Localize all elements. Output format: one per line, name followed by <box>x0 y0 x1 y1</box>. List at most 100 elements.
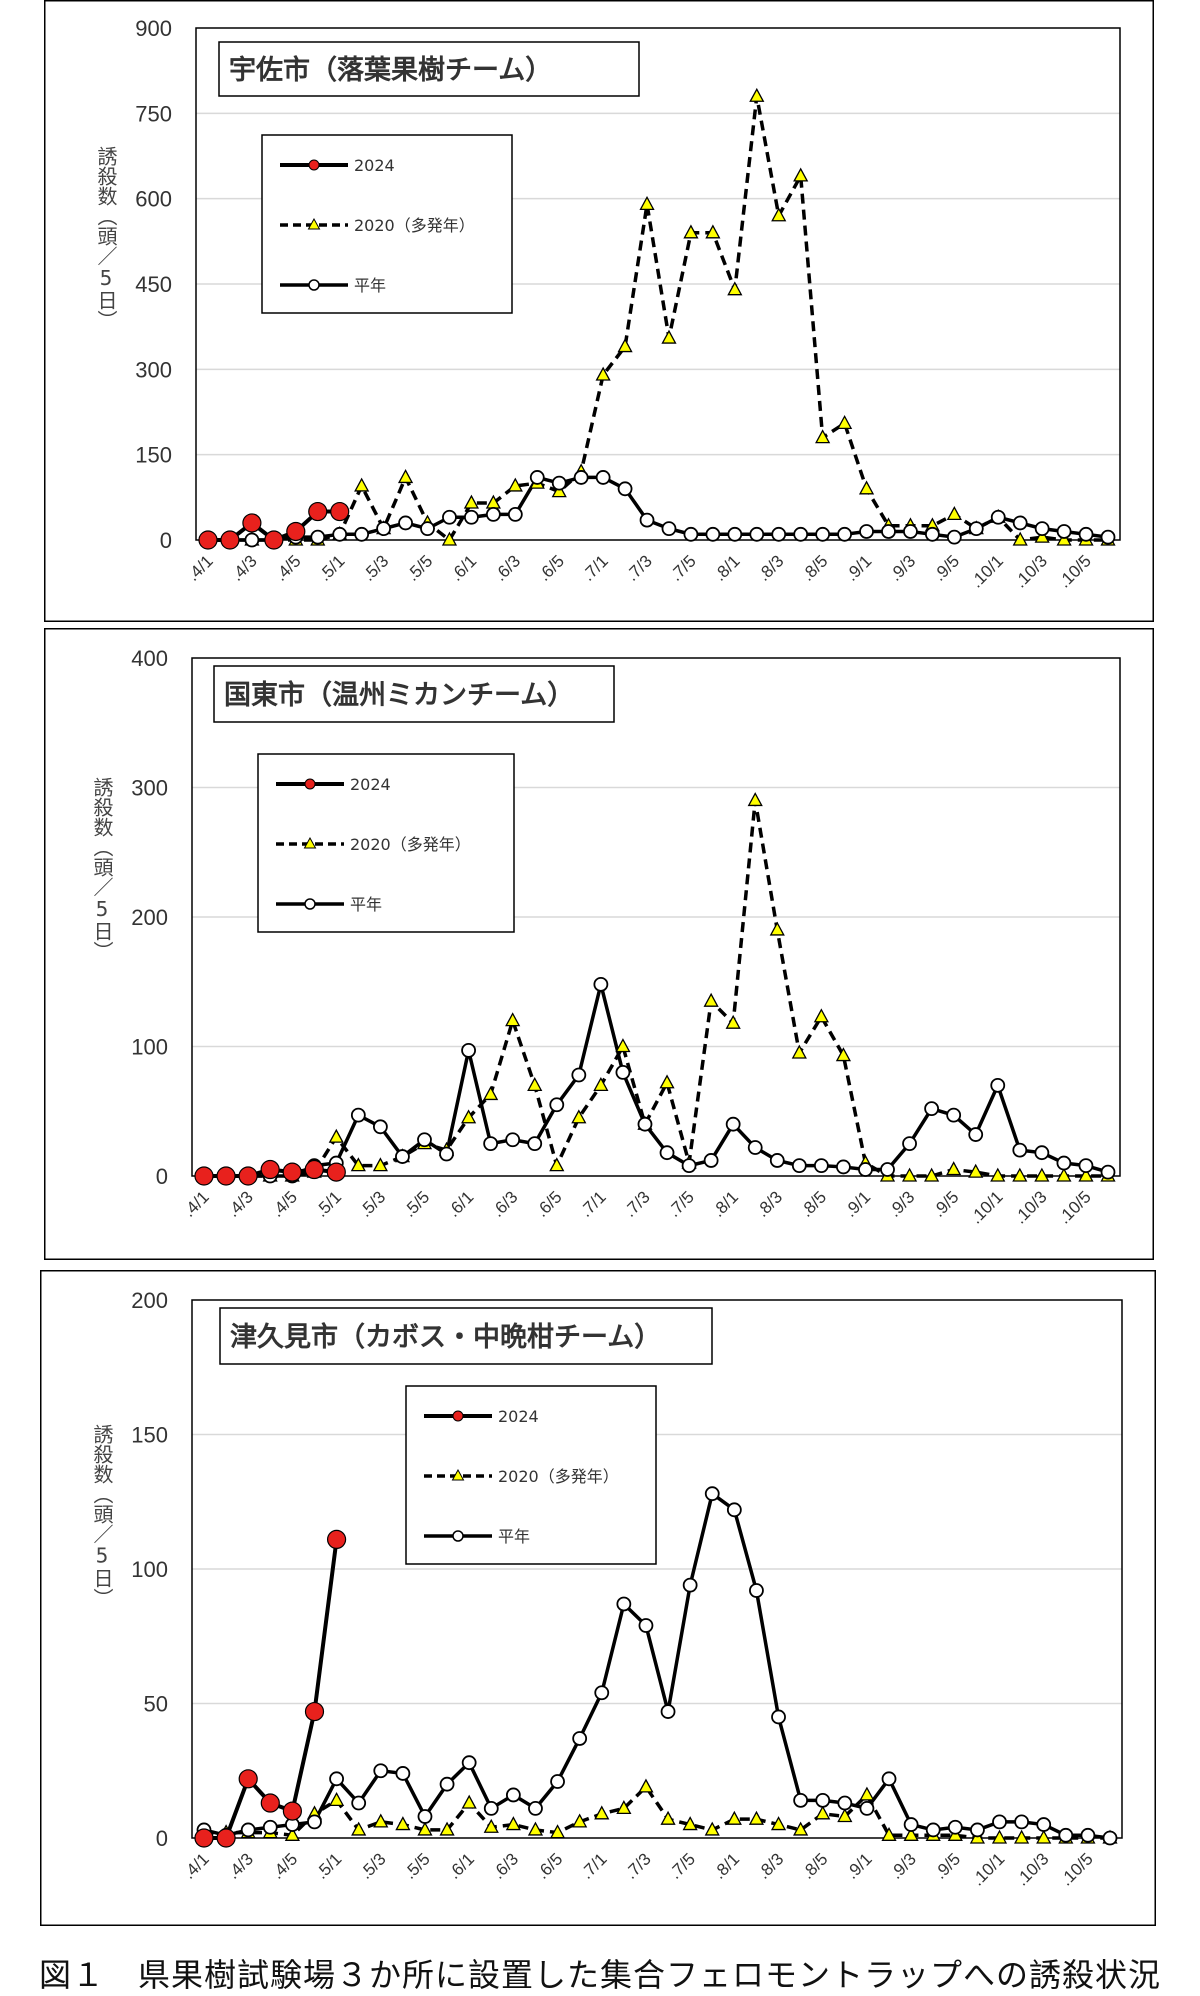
x-tick-label: .6/5 <box>533 1849 566 1882</box>
point-2020 <box>946 1161 962 1176</box>
point-avg <box>793 1792 809 1808</box>
point-avg <box>747 1140 763 1155</box>
point-avg <box>793 526 809 542</box>
point-2020 <box>791 1044 807 1059</box>
point-avg <box>990 1077 1006 1093</box>
point-avg <box>881 524 896 539</box>
point-avg <box>507 507 523 522</box>
point-2020 <box>328 1128 344 1143</box>
point-avg <box>417 1809 433 1824</box>
point-avg <box>659 1145 675 1161</box>
legend-label-y2020: 2020（多発年） <box>350 835 471 854</box>
x-tick-label: .4/5 <box>268 1849 301 1882</box>
point-avg <box>1012 515 1028 531</box>
point-2020 <box>990 1167 1006 1182</box>
point-avg <box>925 1822 941 1838</box>
x-tick-label: .8/3 <box>754 551 787 584</box>
point-2020 <box>397 469 414 484</box>
plot-frame <box>191 1299 1123 1839</box>
point-2020 <box>1012 531 1028 546</box>
point-2020 <box>1036 1829 1052 1844</box>
x-tick-label: .8/5 <box>798 1849 831 1882</box>
x-tick-label: .4/3 <box>223 1187 256 1220</box>
chart-title: 宇佐市（落葉果樹チーム） <box>229 54 552 86</box>
legend-marker-avg <box>304 898 316 910</box>
point-2020 <box>682 1816 698 1831</box>
legend-label-avg: 平年 <box>498 1527 530 1546</box>
point-avg <box>354 526 370 542</box>
chart-title: 国東市（温州ミカンチーム） <box>224 679 574 711</box>
x-tick-label: .4/3 <box>227 551 260 584</box>
point-2024 <box>308 501 328 522</box>
point-avg <box>551 475 567 491</box>
point-2020 <box>1034 528 1050 543</box>
legend-label-avg: 平年 <box>354 276 386 295</box>
point-avg <box>483 1801 499 1816</box>
point-avg <box>1100 1164 1116 1180</box>
point-avg <box>573 470 589 485</box>
point-2020 <box>417 1821 433 1836</box>
panel-border <box>44 0 1154 622</box>
point-2020 <box>660 1810 676 1825</box>
point-avg <box>398 515 413 531</box>
point-avg <box>244 532 260 548</box>
point-avg <box>550 1774 565 1789</box>
point-2020 <box>593 1076 609 1092</box>
y-tick-label: 200 <box>131 1288 168 1313</box>
point-avg <box>1034 521 1050 537</box>
x-tick-label: .4/1 <box>179 1849 212 1882</box>
x-tick-label: .10/1 <box>966 1187 1006 1227</box>
x-tick-label: .5/5 <box>403 551 436 584</box>
point-avg <box>881 1771 897 1787</box>
point-2020 <box>639 195 655 211</box>
point-avg <box>902 1136 917 1152</box>
point-avg <box>329 1771 344 1787</box>
point-2020 <box>793 167 809 182</box>
point-2020 <box>991 1829 1008 1844</box>
point-avg <box>771 526 787 542</box>
point-2020 <box>527 1076 543 1092</box>
legend-label-avg: 平年 <box>350 895 382 914</box>
x-tick-label: .6/5 <box>535 551 568 584</box>
legend-label-y2020: 2020（多発年） <box>354 216 475 235</box>
point-avg <box>859 1801 875 1816</box>
x-tick-label: .6/3 <box>488 1187 521 1220</box>
point-2020 <box>638 1778 654 1793</box>
point-avg <box>1078 526 1094 542</box>
point-2020 <box>881 1826 897 1841</box>
x-tick-label: .5/3 <box>359 551 392 584</box>
point-avg <box>1034 1145 1050 1161</box>
point-2020 <box>705 224 721 239</box>
point-2020 <box>1056 1167 1072 1182</box>
x-tick-label: .5/1 <box>312 1849 345 1882</box>
x-tick-label: .9/3 <box>886 551 919 584</box>
point-avg <box>593 976 609 992</box>
y-tick-label: 0 <box>160 528 172 553</box>
point-2020 <box>815 429 831 444</box>
point-2020 <box>617 338 633 353</box>
point-2020 <box>571 1109 587 1124</box>
point-avg <box>617 481 633 497</box>
point-avg <box>1078 1158 1094 1174</box>
point-avg <box>1080 1827 1096 1843</box>
point-2020 <box>505 1012 521 1027</box>
legend-label-y2024: 2024 <box>350 775 391 794</box>
point-2020 <box>1078 1167 1094 1182</box>
point-avg <box>749 1583 764 1598</box>
point-2020 <box>328 1791 345 1806</box>
point-avg <box>549 1097 565 1113</box>
point-2020 <box>1012 1167 1028 1182</box>
x-tick-label: .7/3 <box>620 1187 653 1220</box>
point-avg <box>858 1162 873 1177</box>
point-2020 <box>946 506 962 521</box>
plot-frame <box>195 27 1121 541</box>
point-avg <box>727 526 743 542</box>
y-tick-label: 400 <box>131 646 168 671</box>
x-tick-label: .7/3 <box>622 551 655 584</box>
x-tick-label: .5/1 <box>315 551 348 584</box>
point-2020 <box>747 792 763 807</box>
point-2024 <box>304 1159 324 1180</box>
point-2020 <box>924 1167 940 1182</box>
x-tick-label: .6/3 <box>489 1849 522 1882</box>
point-avg <box>442 509 457 525</box>
